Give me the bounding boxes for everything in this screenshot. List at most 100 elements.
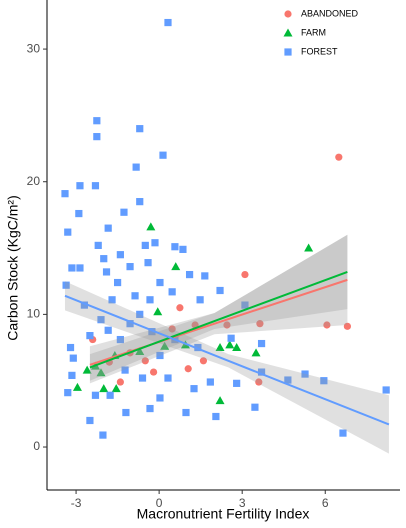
point (64, 228, 72, 236)
point (61, 190, 69, 198)
confidence-band (64, 281, 389, 454)
y-axis-title: Carbon Stock (KgC/m²) (5, 195, 21, 340)
point (251, 348, 261, 357)
legend-marker (284, 48, 292, 56)
point (141, 357, 149, 365)
point (76, 182, 84, 190)
point (108, 296, 116, 304)
point (116, 335, 124, 344)
point (86, 331, 94, 340)
point (201, 272, 209, 280)
point (156, 351, 164, 360)
point (171, 243, 179, 251)
point (122, 408, 130, 417)
y-tick-label: 10 (27, 307, 41, 321)
point (68, 264, 76, 272)
point (196, 296, 204, 304)
point (96, 368, 106, 377)
point (164, 374, 172, 382)
point (184, 365, 192, 373)
point (232, 343, 242, 352)
point (256, 320, 264, 328)
point (206, 378, 214, 386)
point (343, 322, 351, 330)
point (104, 224, 112, 232)
point (257, 368, 266, 376)
point (156, 394, 164, 402)
point (126, 320, 134, 328)
point (335, 153, 343, 161)
y-tick-label: 20 (27, 174, 41, 188)
y-tick-label: 0 (33, 439, 40, 453)
point (241, 270, 249, 279)
fit-line (89, 270, 348, 369)
point (194, 343, 202, 352)
point (212, 412, 220, 421)
point (227, 334, 235, 342)
point (126, 263, 134, 271)
legend-label: FOREST (301, 46, 338, 56)
point (111, 384, 121, 393)
point (225, 340, 235, 349)
point (93, 133, 101, 141)
point (215, 396, 225, 405)
point (68, 371, 76, 379)
point (91, 182, 100, 190)
point (171, 262, 181, 271)
point (141, 241, 149, 249)
point (91, 391, 100, 399)
x-tick-label: 0 (156, 496, 163, 510)
point (182, 408, 190, 417)
x-tick-label: 6 (322, 496, 329, 510)
point (179, 245, 187, 253)
point (185, 270, 194, 279)
point (114, 278, 122, 287)
point (190, 385, 198, 393)
point (257, 339, 266, 348)
point (216, 286, 224, 295)
point (146, 222, 156, 231)
point (62, 281, 70, 289)
point (99, 384, 109, 393)
point (116, 378, 124, 386)
point (304, 243, 314, 252)
point (164, 18, 172, 27)
point (121, 366, 129, 374)
point (102, 268, 111, 276)
point (153, 307, 163, 316)
point (148, 328, 156, 336)
point (156, 278, 164, 287)
point (159, 151, 167, 159)
point (136, 310, 144, 318)
point (99, 431, 107, 439)
y-tick-label: 30 (27, 41, 41, 55)
legend-marker (283, 28, 293, 37)
legend-label: ABANDONED (301, 8, 359, 18)
x-tick-label: -3 (71, 496, 82, 510)
point (132, 163, 140, 171)
point (176, 304, 184, 312)
point (146, 296, 154, 304)
x-tick-label: 3 (239, 496, 246, 510)
point (149, 368, 158, 376)
point (199, 357, 208, 365)
point (144, 259, 152, 267)
point (72, 382, 82, 391)
point (82, 365, 92, 374)
point (320, 377, 328, 385)
point (66, 343, 75, 352)
point (80, 301, 88, 309)
point (69, 354, 77, 362)
point (97, 316, 105, 324)
fit-line (64, 294, 390, 426)
point (255, 378, 263, 386)
point (136, 125, 144, 133)
point (215, 343, 225, 352)
point (76, 264, 84, 272)
point (323, 321, 331, 329)
legend-label: FARM (301, 27, 326, 37)
point (94, 241, 102, 249)
point (104, 326, 112, 334)
point (168, 288, 176, 296)
